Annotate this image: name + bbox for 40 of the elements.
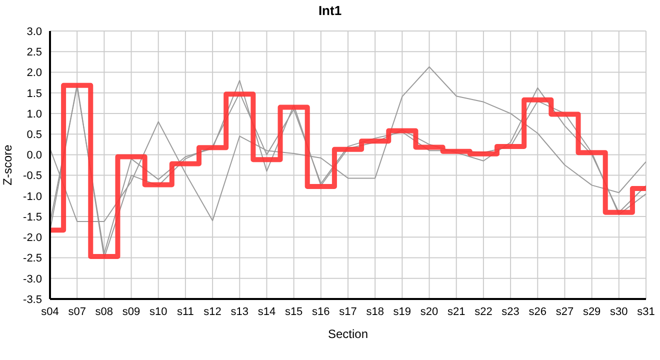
x-tick-label: s11 [176,306,194,318]
y-tick-label: -0.5 [23,170,42,182]
x-tick-label: s27 [556,306,574,318]
x-tick-label: s16 [312,306,330,318]
y-tick-label: -3.5 [23,294,42,306]
chart-title: Int1 [317,3,343,18]
x-tick-label: s22 [474,306,492,318]
y-tick-label: -3.0 [23,273,42,286]
y-tick-label: -2.0 [23,232,42,244]
x-tick-label: s14 [258,306,276,318]
x-tick-label: s21 [447,306,466,318]
x-tick-label: s04 [41,306,59,318]
x-tick-label: s26 [528,306,547,318]
y-tick-label: 1.5 [26,88,42,100]
x-tick-label: s31 [637,306,655,318]
y-axis-title: Z-score [0,144,14,186]
y-tick-label: -2.5 [23,252,42,265]
y-tick-label: 3.0 [26,26,42,38]
y-tick-label: -1.5 [23,211,42,224]
y-tick-label: -1.0 [23,190,42,203]
x-tick-label: s08 [95,306,114,318]
x-tick-label: s09 [122,306,140,318]
x-tick-label: s10 [149,306,168,318]
y-tick-label: 2.5 [26,46,42,59]
x-tick-label: s18 [366,306,384,318]
x-tick-label: s13 [230,306,249,318]
x-tick-label: s15 [284,306,303,318]
x-tick-label: s19 [393,306,412,318]
y-tick-label: 0.0 [26,150,42,162]
y-tick-label: 0.5 [26,128,42,141]
x-tick-label: s07 [68,306,86,318]
y-tick-label: 1.0 [26,108,42,120]
x-tick-label: s23 [502,306,520,318]
x-tick-label: s20 [420,306,438,318]
x-tick-label: s12 [204,306,222,318]
x-tick-label: s17 [339,306,357,318]
x-axis-title: Section [328,327,368,341]
x-tick-label: s30 [610,306,628,318]
x-tick-label: s29 [582,306,601,318]
y-tick-label: 2.0 [26,67,42,80]
